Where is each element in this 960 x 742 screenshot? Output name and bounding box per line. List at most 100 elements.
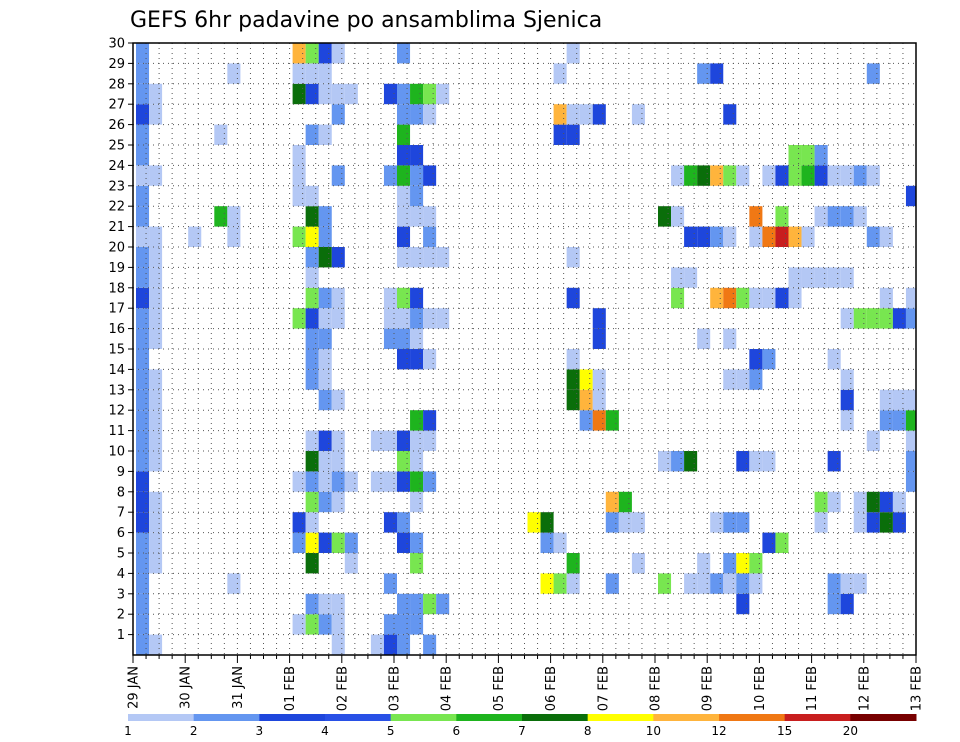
precip-cell xyxy=(775,165,789,186)
x-tick-label: 13 FEB xyxy=(910,666,925,711)
precip-cell xyxy=(736,451,750,472)
colorbar-label: 8 xyxy=(584,724,592,738)
y-tick-label: 27 xyxy=(108,98,125,113)
chart-title: GEFS 6hr padavine po ansamblima Sjenica xyxy=(130,8,602,33)
precip-cell xyxy=(879,512,893,533)
precip-cell xyxy=(149,165,163,186)
precip-cell xyxy=(149,247,163,268)
precip-cell xyxy=(710,573,724,594)
precip-cell xyxy=(618,491,632,513)
precip-cell xyxy=(149,226,163,247)
precip-cell xyxy=(566,389,580,411)
precip-cell xyxy=(318,206,332,227)
y-tick-label: 13 xyxy=(108,383,125,398)
precip-cell xyxy=(423,634,437,655)
precip-cell xyxy=(149,83,163,105)
precip-cell xyxy=(840,593,854,615)
gridlines xyxy=(133,42,916,655)
precip-cell xyxy=(383,83,397,105)
precip-cell xyxy=(605,410,619,431)
precip-cell xyxy=(136,328,150,349)
precip-cell xyxy=(136,185,150,207)
precip-cell xyxy=(410,430,424,451)
precip-cell xyxy=(710,63,724,84)
precip-cell xyxy=(566,287,580,309)
precip-cell xyxy=(566,43,580,64)
precip-cell xyxy=(410,491,424,513)
precip-cell xyxy=(305,369,319,390)
precip-cell xyxy=(879,287,893,309)
precip-cell xyxy=(736,512,750,533)
precip-cell xyxy=(853,308,867,329)
precip-cell xyxy=(879,226,893,247)
precip-cell xyxy=(305,185,319,207)
precip-cell xyxy=(318,43,332,64)
colorbar-swatch xyxy=(128,714,195,721)
precip-cell xyxy=(305,614,319,635)
precip-cell xyxy=(423,430,437,451)
precip-cell xyxy=(305,471,319,492)
precip-cell xyxy=(331,532,345,553)
precip-cell xyxy=(605,491,619,513)
y-tick-label: 28 xyxy=(108,77,125,92)
precip-cell xyxy=(658,206,672,227)
precip-cell xyxy=(410,349,424,370)
precip-cell xyxy=(749,553,763,574)
precip-cell xyxy=(383,614,397,635)
y-tick-label: 22 xyxy=(108,200,125,215)
precip-cell xyxy=(827,349,841,370)
precip-cell xyxy=(149,287,163,309)
precip-cell xyxy=(318,369,332,390)
precip-cell xyxy=(527,512,541,533)
precip-cell xyxy=(136,206,150,227)
precip-cell xyxy=(305,593,319,615)
precip-cell xyxy=(436,593,450,615)
precip-cell xyxy=(410,308,424,329)
precip-cell xyxy=(397,145,411,166)
precip-cell xyxy=(227,63,241,84)
precip-cell xyxy=(827,206,841,227)
y-tick-label: 18 xyxy=(108,281,125,296)
precip-cell xyxy=(540,512,554,533)
precip-cell xyxy=(305,491,319,513)
precip-cell xyxy=(892,308,906,329)
precip-cell xyxy=(905,185,916,207)
precip-cell xyxy=(318,593,332,615)
precip-cell xyxy=(423,410,437,431)
precip-cell xyxy=(658,451,672,472)
precip-cell xyxy=(149,553,163,574)
y-tick-label: 15 xyxy=(108,343,125,358)
precip-cell xyxy=(697,328,711,349)
precip-cell xyxy=(136,634,150,655)
precip-cell xyxy=(671,267,685,288)
precip-cell xyxy=(305,43,319,64)
precip-cell xyxy=(723,328,737,349)
precip-cell xyxy=(905,287,916,309)
precip-cell xyxy=(775,226,789,247)
colorbar-swatch xyxy=(193,714,260,721)
precip-cell xyxy=(227,573,241,594)
precip-cell xyxy=(710,287,724,309)
precip-cell xyxy=(136,287,150,309)
colorbar-swatch xyxy=(325,714,392,721)
precip-cell xyxy=(344,83,358,105)
precip-cell xyxy=(331,614,345,635)
precip-cell xyxy=(840,410,854,431)
precip-cell xyxy=(305,206,319,227)
precip-cell xyxy=(775,287,789,309)
precip-cell xyxy=(305,349,319,370)
colorbar-label: 7 xyxy=(518,724,526,738)
precip-cell xyxy=(136,389,150,411)
precip-cell xyxy=(566,247,580,268)
x-tick-label: 04 FEB xyxy=(440,666,455,711)
precip-cell xyxy=(397,451,411,472)
precip-cell xyxy=(840,573,854,594)
precip-cell xyxy=(149,634,163,655)
precip-cell xyxy=(397,43,411,64)
precip-cell xyxy=(814,512,828,533)
precip-cell xyxy=(788,226,802,247)
colorbar-label: 2 xyxy=(190,724,198,738)
y-tick-label: 10 xyxy=(108,445,125,460)
precip-cell xyxy=(305,328,319,349)
precip-cell xyxy=(410,451,424,472)
